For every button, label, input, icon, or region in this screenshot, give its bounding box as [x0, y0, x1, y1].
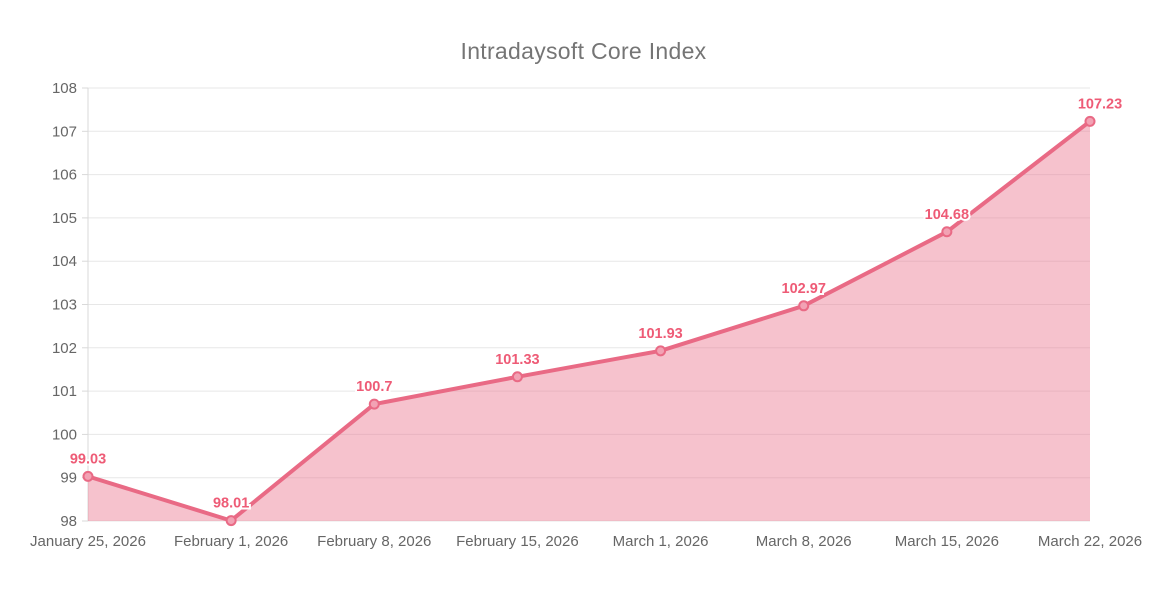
x-axis-label: March 1, 2026 — [613, 533, 709, 550]
y-axis-label: 102 — [52, 340, 77, 357]
x-axis-label: March 8, 2026 — [756, 533, 852, 550]
y-axis-label: 101 — [52, 383, 77, 400]
data-point-label: 107.23 — [1078, 96, 1122, 112]
data-point-label: 99.03 — [70, 451, 106, 467]
y-axis-label: 104 — [52, 253, 77, 270]
data-point-label: 102.97 — [782, 281, 826, 297]
data-point-marker[interactable] — [655, 345, 667, 357]
data-point-marker[interactable] — [1084, 115, 1096, 127]
series-area-fill — [88, 121, 1090, 522]
x-axis-label: March 22, 2026 — [1038, 533, 1142, 550]
y-axis-label: 107 — [52, 123, 77, 140]
chart-title: Intradaysoft Core Index — [460, 38, 707, 64]
y-axis-label: 106 — [52, 167, 77, 184]
data-point-marker[interactable] — [225, 515, 237, 527]
data-point-marker[interactable] — [511, 371, 523, 383]
data-point-marker[interactable] — [798, 300, 810, 312]
data-point-label: 101.33 — [495, 352, 539, 368]
data-point-marker[interactable] — [82, 470, 94, 482]
data-point-label: 98.01 — [213, 496, 249, 512]
data-point-label: 100.7 — [356, 379, 392, 395]
data-point-label: 101.93 — [638, 326, 682, 342]
data-point-label: 104.68 — [925, 207, 969, 223]
series-line — [86, 119, 1092, 523]
y-axis-label: 98 — [60, 513, 77, 530]
x-axis-label: January 25, 2026 — [30, 533, 146, 550]
data-point-marker[interactable] — [368, 398, 380, 410]
x-axis-label: March 15, 2026 — [895, 533, 999, 550]
y-axis-label: 108 — [52, 80, 77, 97]
y-axis-label: 105 — [52, 210, 77, 227]
y-axis-label: 103 — [52, 297, 77, 314]
data-point-marker[interactable] — [941, 226, 953, 238]
x-axis-label: February 8, 2026 — [317, 533, 431, 550]
x-axis-label: February 1, 2026 — [174, 533, 288, 550]
x-axis-label: February 15, 2026 — [456, 533, 579, 550]
y-axis-label: 99 — [60, 470, 77, 487]
y-axis-label: 100 — [52, 426, 77, 443]
